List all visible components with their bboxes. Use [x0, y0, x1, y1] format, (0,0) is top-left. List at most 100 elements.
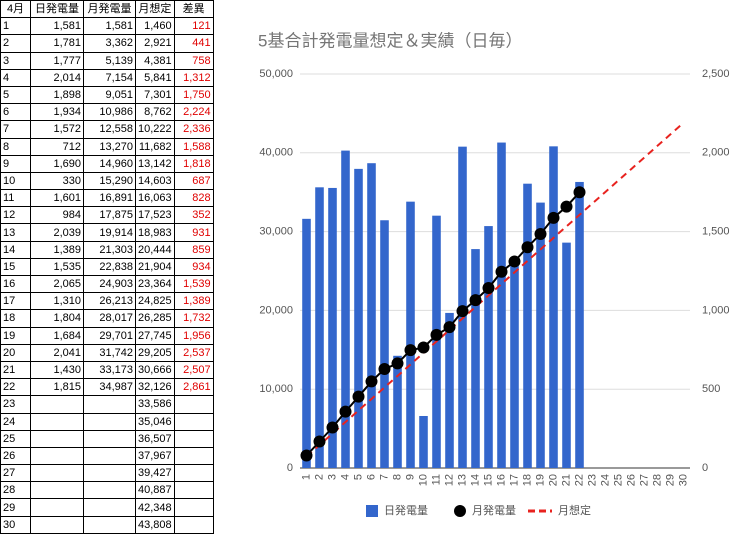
cell: 13,270 [83, 137, 136, 156]
x-tick-label: 13 [456, 474, 468, 486]
x-tick-label: 25 [612, 474, 624, 486]
cell: 24,903 [83, 274, 136, 294]
cell: 441 [173, 34, 214, 53]
cell: 8 [0, 137, 31, 156]
cell: 8,762 [135, 103, 175, 122]
header-cell: 差異 [173, 0, 214, 19]
table-row: 15 1,535 22,838 21,904 934 [0, 257, 214, 277]
cell [30, 515, 84, 534]
table-row: 16 2,065 24,903 23,364 1,539 [0, 274, 214, 294]
x-tick-label: 29 [664, 474, 676, 486]
cell: 1,312 [173, 68, 214, 87]
x-tick-label: 27 [638, 474, 650, 486]
cell: 10,222 [135, 120, 175, 139]
cell: 33,173 [83, 360, 136, 380]
cell: 2 [0, 34, 31, 53]
cell [83, 515, 136, 534]
cell: 17,875 [83, 206, 136, 225]
bar [445, 312, 454, 468]
bar [471, 249, 480, 468]
table-row: 11 1,601 16,891 16,063 828 [0, 189, 214, 208]
cell: 29,205 [135, 343, 175, 362]
cell: 7 [0, 120, 31, 139]
cell: 28 [0, 481, 31, 500]
cell: 859 [173, 240, 214, 259]
cell: 1,818 [173, 154, 214, 173]
x-tick-label: 8 [391, 474, 403, 480]
cell: 1,777 [30, 51, 84, 70]
x-tick-label: 2 [313, 474, 325, 480]
cell: 18,983 [135, 223, 175, 242]
bar [328, 187, 337, 468]
dot [521, 241, 534, 254]
x-tick-label: 3 [326, 474, 338, 480]
cell [173, 429, 214, 448]
cell: 1,581 [30, 17, 84, 36]
table-row: 29 42,348 [0, 498, 214, 517]
cell: 1,601 [30, 189, 84, 208]
cell: 26,285 [135, 309, 175, 328]
cell: 16,891 [83, 189, 136, 208]
cell: 26,213 [83, 292, 136, 311]
cell: 13 [0, 223, 31, 242]
bar [315, 187, 324, 469]
x-tick-label: 6 [365, 474, 377, 480]
cell: 1,804 [30, 309, 84, 328]
dot [443, 321, 456, 334]
cell: 1,898 [30, 85, 84, 105]
cell: 5,841 [135, 68, 175, 87]
bar [380, 220, 389, 468]
cell: 3,362 [83, 34, 136, 53]
x-tick-label: 26 [625, 474, 637, 486]
cell: 3 [0, 51, 31, 70]
table-row: 17 1,310 26,213 24,825 1,389 [0, 292, 214, 311]
dot [339, 405, 352, 418]
bar [393, 355, 402, 468]
cell: 39,427 [135, 464, 175, 483]
cell: 25 [0, 429, 31, 448]
x-tick-label: 28 [651, 474, 663, 486]
cell: 6 [0, 103, 31, 122]
cell: 1,750 [173, 85, 214, 105]
x-tick-label: 9 [404, 474, 416, 480]
table-body: 1 1,581 1,581 1,460 121 2 1,781 3,362 2,921 441 3 1… [0, 17, 214, 534]
cell [173, 446, 214, 466]
bar [536, 202, 545, 468]
header-cell: 月想定 [135, 0, 175, 19]
cell: 121 [173, 17, 214, 36]
line [305, 191, 581, 457]
table-row: 21 1,430 33,173 30,666 2,507 [0, 360, 214, 380]
table-row: 5 1,898 9,051 7,301 1,750 [0, 85, 214, 105]
cell: 18 [0, 309, 31, 328]
cell: 10,986 [83, 103, 136, 122]
bar [341, 150, 350, 468]
y-tick-label: 50,000 [259, 68, 293, 80]
legend-label: 月想定 [558, 503, 591, 517]
bar [354, 168, 363, 469]
cell: 1,588 [173, 137, 214, 156]
cell: 2,065 [30, 274, 84, 294]
cell: 19 [0, 326, 31, 345]
cell: 931 [173, 223, 214, 242]
cell: 2,014 [30, 68, 84, 87]
y-tick-label: 40,000 [259, 147, 293, 159]
cell [83, 446, 136, 466]
cell: 32,126 [135, 378, 175, 397]
cell: 43,808 [135, 515, 175, 534]
cell: 2,039 [30, 223, 84, 242]
y2-tick-label: 1,000 [702, 304, 730, 316]
table-row: 7 1,572 12,558 10,222 2,336 [0, 120, 214, 139]
cell: 16 [0, 274, 31, 294]
cell: 687 [173, 171, 214, 191]
dot [430, 328, 443, 341]
cell: 29 [0, 498, 31, 517]
cell: 20,444 [135, 240, 175, 259]
cell: 1,934 [30, 103, 84, 122]
dot [469, 294, 482, 307]
cell: 712 [30, 137, 84, 156]
y-tick-label: 10,000 [259, 383, 293, 395]
cell: 21 [0, 360, 31, 380]
cell [30, 481, 84, 500]
cell [30, 498, 84, 517]
table-row: 13 2,039 19,914 18,983 931 [0, 223, 214, 242]
